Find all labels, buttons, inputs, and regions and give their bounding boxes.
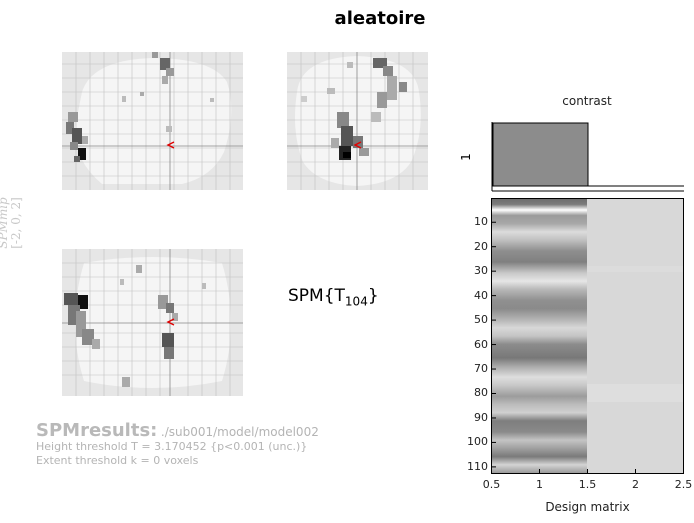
mip-axial-view[interactable]	[62, 249, 243, 396]
contrast-bar	[492, 122, 589, 187]
design-matrix-label: Design matrix	[545, 500, 630, 514]
results-summary: SPMresults: ./sub001/model/model002 Heig…	[36, 422, 319, 468]
design-matrix-x-tick: 2	[632, 478, 639, 491]
design-matrix-y-tick: 80	[474, 386, 488, 400]
design-matrix-y-tick: 90	[474, 410, 488, 424]
design-matrix-y-tick: 60	[474, 337, 488, 351]
design-matrix-y-tick: 70	[474, 362, 488, 376]
mip-coronal-view[interactable]	[287, 52, 428, 190]
statistic-close: }	[367, 286, 379, 306]
design-matrix-x-tick: 2.5	[674, 478, 693, 491]
height-threshold: Height threshold T = 3.170452 {p<0.001 (…	[36, 440, 308, 453]
design-matrix-y-tick: 50	[474, 313, 488, 327]
statistic-df: 104	[344, 294, 368, 309]
figure-title: aleatoire	[334, 8, 426, 29]
design-matrix-y-tick: 100	[467, 435, 488, 449]
design-matrix-x-tick: 0.5	[482, 478, 501, 491]
results-heading: SPMresults:	[36, 420, 158, 441]
contrast-panel[interactable]	[491, 112, 684, 192]
design-matrix-x-tick: 1	[536, 478, 543, 491]
design-matrix-y-tick: 40	[474, 288, 488, 302]
design-matrix-x-ticks: 0.5 1 1.5 2 2.5	[471, 478, 694, 494]
statistic-name: SPM{T	[288, 286, 345, 306]
contrast-row-label: 1	[458, 153, 473, 161]
design-matrix[interactable]	[491, 198, 684, 474]
mip-coordinates: [-2, 0, 2]	[9, 197, 23, 249]
design-matrix-y-tick: 110	[467, 459, 488, 473]
extent-threshold: Extent threshold k = 0 voxels	[36, 454, 199, 467]
design-matrix-y-tick: 20	[474, 239, 488, 253]
mip-label-vertical: SPMmip [-2, 0, 2]	[0, 173, 23, 273]
design-matrix-y-ticks: 10 20 30 40 50 60 70 80 90 100 110	[440, 198, 488, 478]
mip-sagittal-view[interactable]	[62, 52, 243, 190]
design-matrix-y-tick: 30	[474, 264, 488, 278]
results-path: ./sub001/model/model002	[160, 425, 319, 439]
contrast-title: contrast	[562, 94, 612, 108]
design-matrix-x-tick: 1.5	[578, 478, 597, 491]
statistic-label: SPM{T104}	[288, 286, 379, 308]
design-matrix-y-tick: 10	[474, 215, 488, 229]
